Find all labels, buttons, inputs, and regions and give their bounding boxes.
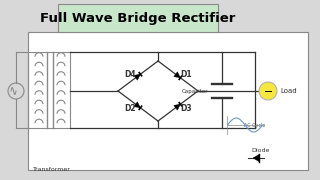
Text: D4: D4 bbox=[124, 69, 136, 78]
Text: Capacitor: Capacitor bbox=[181, 89, 208, 93]
Text: D3: D3 bbox=[180, 103, 192, 112]
Text: AC Cycle: AC Cycle bbox=[244, 123, 266, 128]
Text: D1: D1 bbox=[180, 69, 192, 78]
FancyBboxPatch shape bbox=[28, 32, 308, 170]
Text: Transformer: Transformer bbox=[33, 167, 71, 172]
FancyBboxPatch shape bbox=[58, 4, 218, 32]
Text: Diode: Diode bbox=[252, 147, 270, 152]
Polygon shape bbox=[253, 154, 259, 161]
Polygon shape bbox=[174, 104, 180, 110]
Polygon shape bbox=[134, 102, 140, 108]
Text: Load: Load bbox=[280, 88, 297, 94]
Polygon shape bbox=[134, 74, 140, 80]
Text: D2: D2 bbox=[124, 103, 136, 112]
Polygon shape bbox=[174, 72, 180, 78]
Text: Full Wave Bridge Rectifier: Full Wave Bridge Rectifier bbox=[40, 12, 236, 24]
Circle shape bbox=[259, 82, 277, 100]
